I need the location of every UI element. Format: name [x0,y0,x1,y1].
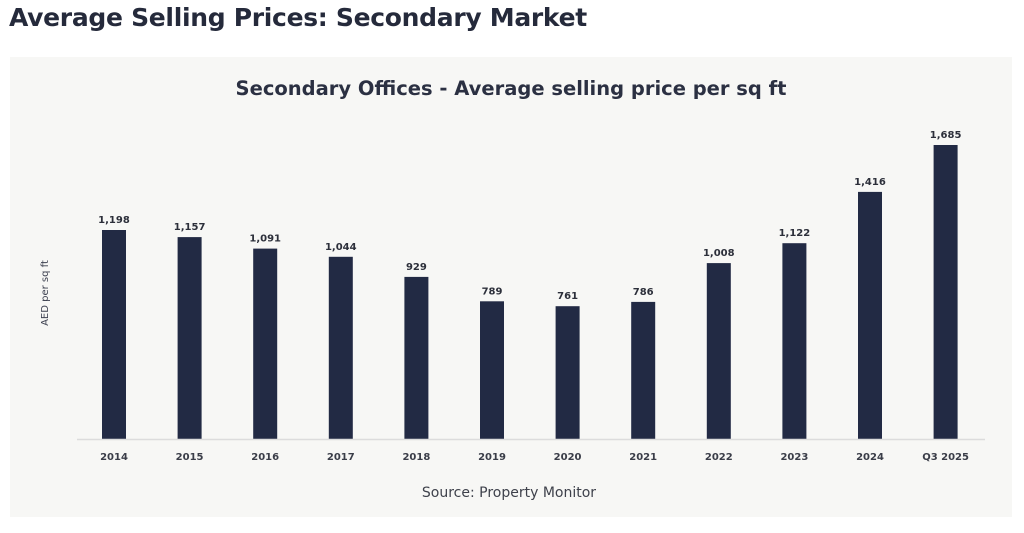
data-label: 1,091 [249,234,281,245]
bar-2023 [782,243,807,439]
bar-2015 [177,237,202,439]
x-tick-label: 2014 [100,452,128,463]
chart-title: Secondary Offices - Average selling pric… [236,77,787,100]
x-tick-label: 2023 [780,452,808,463]
data-label: 1,685 [930,130,962,141]
bar-chart: Secondary Offices - Average selling pric… [40,77,985,501]
bar-2018 [404,276,429,439]
bar-2019 [480,301,504,439]
x-tick-label: 2020 [554,452,582,463]
bar-2016 [253,248,278,439]
source-note: Source: Property Monitor [422,485,596,501]
bar-2014 [102,230,126,439]
data-label: 929 [406,262,427,273]
x-tick-label: 2022 [705,452,733,463]
bars-group [102,145,958,439]
x-tick-label: 2018 [402,452,430,463]
bar-2024 [858,191,882,439]
x-tick-label: 2024 [856,452,884,463]
data-label: 1,044 [325,242,357,253]
data-label: 786 [633,287,654,298]
x-tick-label: 2017 [327,452,355,463]
bar-2017 [328,256,353,439]
x-tick-label: 2016 [251,452,279,463]
bar-2021 [631,301,656,439]
data-label: 1,008 [703,248,735,259]
x-tick-labels-group: 2014 2015 2016 2017 2018 2019 2020 2021 2022 2023… [100,452,969,463]
page-heading: Average Selling Prices: Secondary Market [9,3,587,32]
data-label: 1,157 [174,222,206,233]
data-label: 761 [557,291,578,302]
x-tick-label: 2021 [629,452,657,463]
y-axis-label: AED per sq ft [40,260,51,326]
data-label: 1,198 [98,215,130,226]
bar-2020 [555,306,580,439]
data-labels-group: 1,198 1,157 1,091 1,044 929 789 761 786 1,008 1,1… [98,130,961,302]
chart-panel: Secondary Offices - Average selling pric… [10,57,1012,517]
data-label: 1,416 [854,177,886,188]
data-label: 1,122 [779,228,811,239]
data-label: 789 [482,286,503,297]
x-tick-label: 2019 [478,452,506,463]
bar-2022 [706,263,731,439]
x-tick-label: 2015 [176,452,204,463]
x-tick-label: Q3 2025 [922,452,969,463]
bar-q3-2025 [933,145,958,439]
